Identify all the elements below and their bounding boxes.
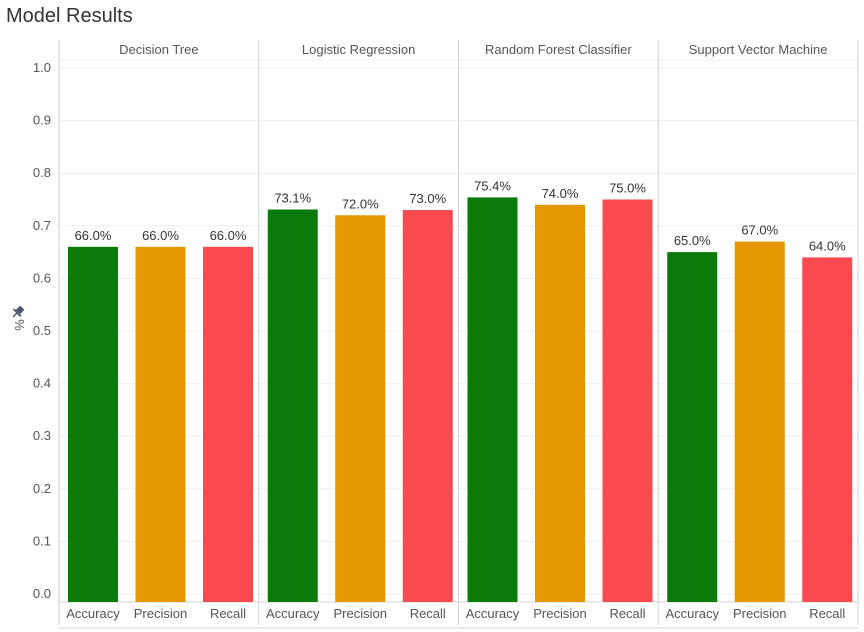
data-labels: 66.0% 66.0% 66.0% 73.1% 72.0% 73.0% 75.4% 74.0%… (75, 178, 847, 253)
y-axis-label: % (12, 319, 27, 331)
data-label: 73.0% (409, 191, 446, 206)
data-label: 65.0% (674, 233, 711, 248)
bar-3-recall[interactable] (802, 257, 853, 602)
y-tick-label: 0.7 (33, 218, 51, 233)
bar-3-precision[interactable] (734, 241, 785, 602)
bar-1-precision[interactable] (335, 215, 386, 602)
panel-dividers (58, 40, 859, 625)
x-tick-label: Recall (609, 606, 645, 621)
y-tick-label: 1.0 (33, 60, 51, 75)
y-tick-label: 0.2 (33, 481, 51, 496)
bar-2-recall[interactable] (602, 199, 653, 603)
data-label: 75.0% (609, 181, 646, 196)
x-tick-label: Precision (334, 606, 387, 621)
x-axis-ticks: Accuracy Precision Recall Accuracy Precision… (66, 606, 845, 621)
data-label: 66.0% (75, 228, 112, 243)
bar-2-precision[interactable] (535, 204, 585, 602)
panel-header-2: Random Forest Classifier (485, 42, 632, 57)
bar-2-accuracy[interactable] (467, 197, 518, 602)
pin-icon[interactable] (10, 304, 26, 320)
x-tick-label: Accuracy (666, 606, 720, 621)
x-tick-label: Accuracy (266, 606, 320, 621)
x-tick-label: Precision (533, 606, 586, 621)
data-label: 64.0% (809, 238, 846, 253)
x-tick-label: Recall (809, 606, 845, 621)
x-tick-label: Recall (410, 606, 446, 621)
bar-0-recall[interactable] (203, 246, 253, 602)
y-tick-label: 0.1 (33, 533, 51, 548)
data-label: 75.4% (474, 178, 511, 193)
data-label: 67.0% (741, 223, 778, 238)
panel-header-3: Support Vector Machine (689, 42, 828, 57)
y-tick-label: 0.6 (33, 270, 51, 285)
x-tick-label: Accuracy (66, 606, 120, 621)
data-label: 74.0% (542, 186, 579, 201)
panel-header-0: Decision Tree (119, 42, 198, 57)
x-tick-label: Precision (134, 606, 187, 621)
data-label: 73.1% (274, 190, 311, 205)
data-label: 66.0% (142, 228, 179, 243)
y-axis-ticks: 0.0 0.1 0.2 0.3 0.4 0.5 0.6 0.7 0.8 0.9 1.0 (33, 60, 51, 601)
bars (68, 197, 853, 603)
y-tick-label: 0.0 (33, 586, 51, 601)
data-label: 72.0% (342, 196, 379, 211)
y-tick-label: 0.4 (33, 376, 51, 391)
panel-headers: Decision Tree Logistic Regression Random F… (119, 42, 827, 57)
bar-0-precision[interactable] (135, 246, 186, 602)
bar-3-accuracy[interactable] (667, 252, 718, 602)
y-tick-label: 0.8 (33, 165, 51, 180)
bar-1-recall[interactable] (402, 210, 453, 602)
x-tick-label: Recall (210, 606, 246, 621)
chart-title: Model Results (6, 5, 133, 27)
y-tick-label: 0.3 (33, 428, 51, 443)
data-label: 66.0% (210, 228, 247, 243)
bar-1-accuracy[interactable] (267, 209, 318, 602)
x-tick-label: Precision (733, 606, 786, 621)
x-tick-label: Accuracy (466, 606, 520, 621)
panel-header-1: Logistic Regression (302, 42, 415, 57)
bar-0-accuracy[interactable] (68, 246, 118, 602)
y-axis-label-group: % (10, 304, 27, 331)
y-tick-label: 0.5 (33, 323, 51, 338)
y-tick-label: 0.9 (33, 113, 51, 128)
